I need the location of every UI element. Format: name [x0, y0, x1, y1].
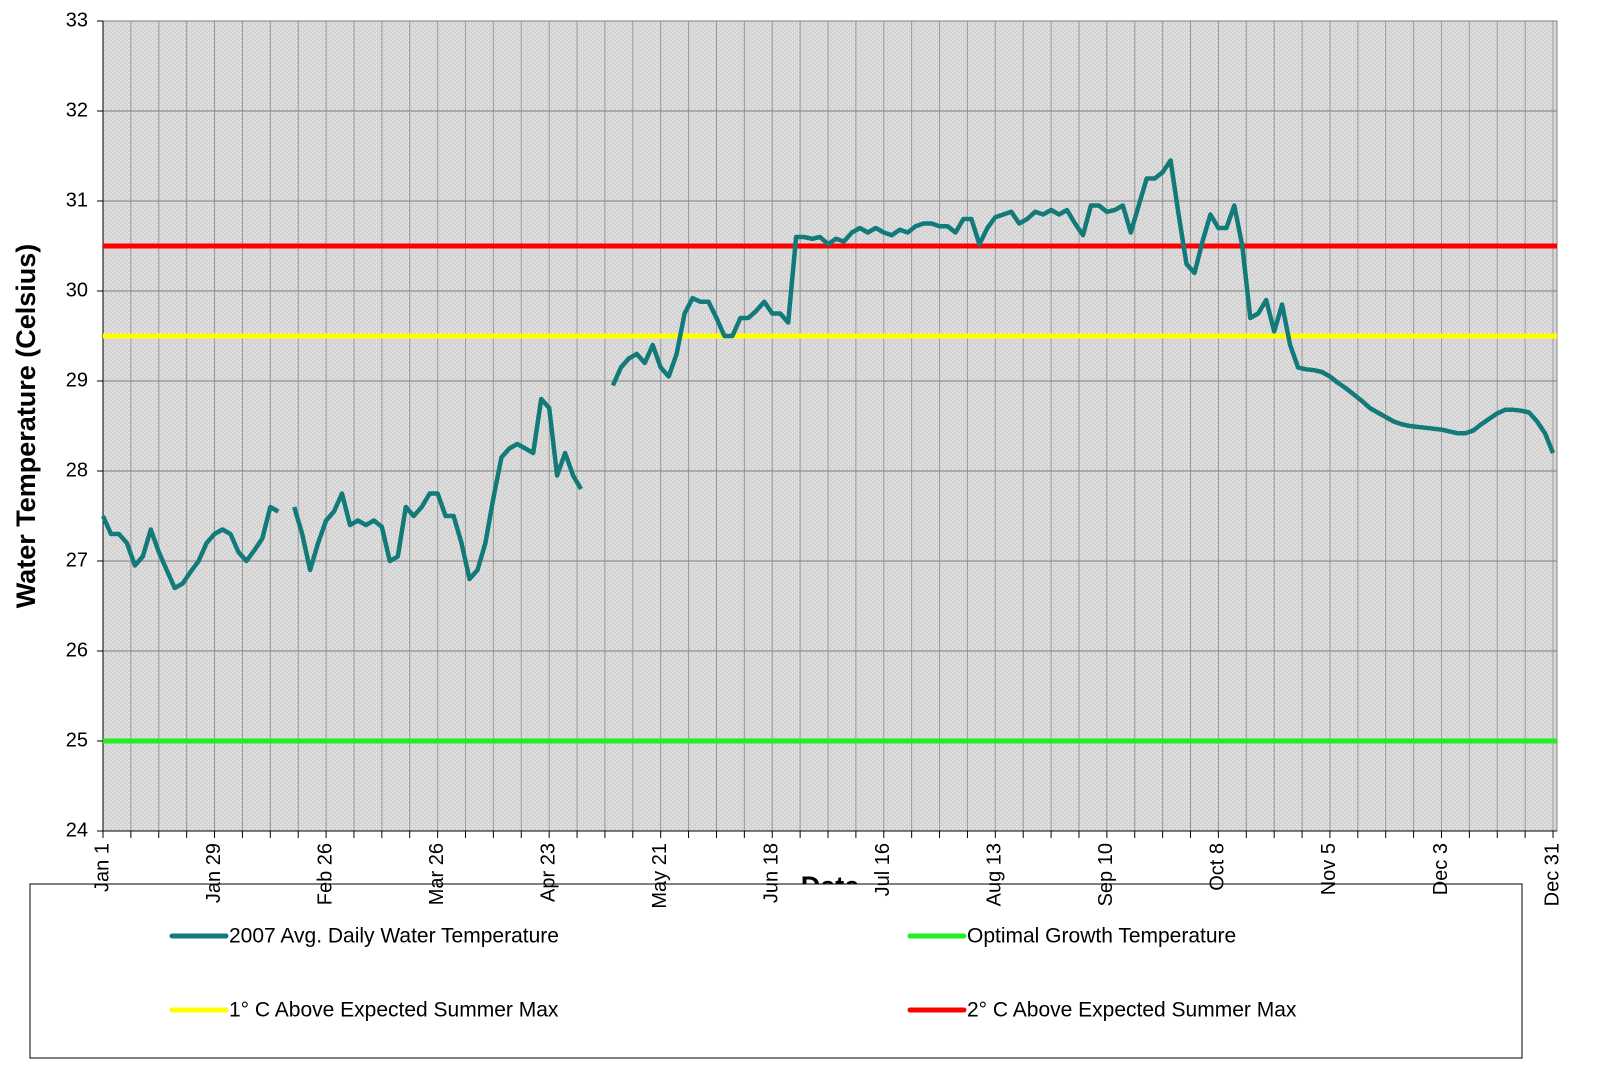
x-tick-label: Sep 10 — [1095, 843, 1117, 906]
legend-label: 2007 Avg. Daily Water Temperature — [229, 925, 559, 948]
x-tick-label: Feb 26 — [314, 843, 336, 905]
y-tick-label: 32 — [66, 99, 88, 121]
y-tick-label: 28 — [66, 459, 88, 481]
y-tick-label: 33 — [66, 9, 88, 31]
x-tick-label: Dec 31 — [1541, 843, 1563, 906]
x-tick-label: Mar 26 — [426, 843, 448, 905]
y-tick-label: 29 — [66, 369, 88, 391]
x-tick-label: Jan 29 — [203, 843, 225, 903]
y-tick-label: 24 — [66, 819, 88, 841]
x-tick-label: May 21 — [649, 843, 671, 909]
x-tick-label: Oct 8 — [1207, 843, 1229, 891]
line-series — [100, 158, 1556, 591]
y-tick-label: 27 — [66, 549, 88, 571]
legend-label: Optimal Growth Temperature — [967, 925, 1236, 948]
y-tick-label: 30 — [66, 279, 88, 301]
y-tick-label: 26 — [66, 639, 88, 661]
x-tick-label: Jun 18 — [761, 843, 783, 903]
x-tick-label: Aug 13 — [984, 843, 1006, 906]
legend — [29, 883, 1523, 1059]
x-tick-label: Jul 16 — [872, 843, 894, 896]
legend-label: 2° C Above Expected Summer Max — [967, 999, 1297, 1022]
y-tick-label: 31 — [66, 189, 88, 211]
x-tick-label: Dec 3 — [1430, 843, 1452, 895]
x-tick-label: Nov 5 — [1318, 843, 1340, 895]
y-tick-label: 25 — [66, 729, 88, 751]
plot-area — [102, 20, 1558, 832]
x-tick-label: Jan 1 — [91, 843, 113, 892]
x-tick-label: Apr 23 — [537, 843, 559, 902]
y-axis-title: Water Temperature (Celsius) — [11, 244, 41, 609]
legend-label: 1° C Above Expected Summer Max — [229, 999, 559, 1022]
